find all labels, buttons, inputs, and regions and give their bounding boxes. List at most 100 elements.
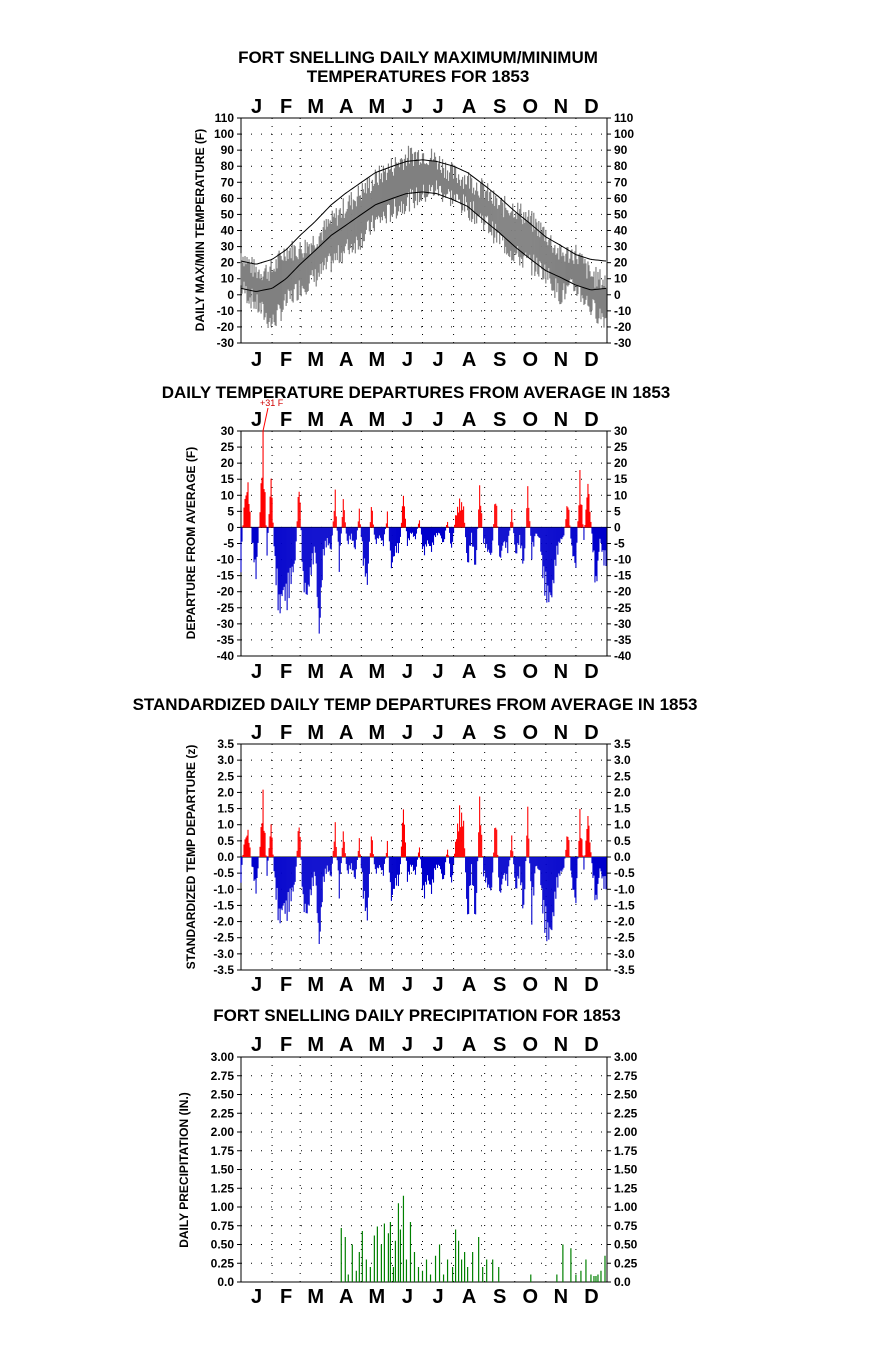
y-tick-label-right: -2.5: [614, 931, 635, 945]
month-label-bottom: M: [369, 974, 386, 996]
y-tick-label-left: 10: [221, 272, 235, 286]
month-label-top: N: [554, 1034, 568, 1056]
y-tick-label-right: 1.5: [614, 802, 631, 816]
annotation-label: +31 F: [260, 398, 284, 408]
y-tick-label-right: 0: [614, 520, 621, 534]
month-label-top: A: [462, 409, 476, 431]
y-tick-label-left: 50: [221, 207, 235, 221]
month-label-bottom: A: [339, 1286, 353, 1308]
month-label-top: A: [462, 722, 476, 744]
y-tick-label-left: 0.0: [217, 1275, 234, 1289]
y-tick-label-left: 25: [221, 440, 235, 454]
month-label-bottom: A: [462, 974, 476, 996]
y-tick-label-right: 40: [614, 224, 628, 238]
month-label-bottom: F: [280, 349, 292, 371]
y-tick-label-left: -3.5: [213, 963, 234, 977]
month-label-top: A: [339, 722, 353, 744]
plot-area-standardized: 3.5 3.5 3.0 3.0 2.5 2.5 2.0 2.0 1.5 1.5 1.0 1.0 0.5 0…: [213, 722, 635, 996]
month-label-bottom: J: [432, 1286, 443, 1308]
y-tick-label-left: 0: [227, 520, 234, 534]
y-tick-label-right: 3.5: [614, 737, 631, 751]
y-tick-label-right: 2.75: [614, 1069, 638, 1083]
y-tick-label-left: -2.5: [213, 931, 234, 945]
month-label-top: J: [402, 722, 413, 744]
y-tick-label-left: 2.50: [211, 1088, 235, 1102]
month-label-top: N: [554, 96, 568, 118]
y-tick-label-left: 0.75: [211, 1219, 235, 1233]
month-label-top: F: [280, 409, 292, 431]
y-tick-label-left: 2.0: [217, 785, 234, 799]
panel-standardized-departures: STANDARDIZED DAILY TEMP DEPARTURES FROM …: [133, 695, 698, 996]
y-tick-label-right: 1.50: [614, 1163, 638, 1177]
month-label-top: F: [280, 1034, 292, 1056]
y-tick-label-right: 30: [614, 424, 628, 438]
month-label-bottom: A: [462, 1286, 476, 1308]
month-label-top: M: [369, 722, 386, 744]
plot-area-precipitation: 3.00 3.00 2.75 2.75 2.50 2.50 2.25 2.25 2.00 2.00…: [211, 1034, 638, 1308]
y-tick-label-right: 5: [614, 504, 621, 518]
month-label-bottom: M: [307, 661, 324, 683]
y-tick-label-right: 0.50: [614, 1238, 638, 1252]
y-tick-label-right: 30: [614, 240, 628, 254]
y-tick-label-left: -3.0: [213, 947, 234, 961]
month-label-top: D: [584, 409, 598, 431]
y-tick-label-right: 1.00: [614, 1200, 638, 1214]
y-tick-label-right: -20: [614, 320, 632, 334]
month-label-top: O: [523, 96, 539, 118]
panel-max-min-temperature: FORT SNELLING DAILY MAXIMUM/MINIMUM TEMP…: [193, 48, 634, 371]
y-tick-label-right: 0.0: [614, 1275, 631, 1289]
y-tick-label-right: 3.00: [614, 1050, 638, 1064]
month-label-top: J: [251, 409, 262, 431]
y-tick-label-left: 90: [221, 143, 235, 157]
chart-title: FORT SNELLING DAILY PRECIPITATION FOR 18…: [213, 1006, 620, 1025]
y-tick-label-right: 0.75: [614, 1219, 638, 1233]
plot-frame: [240, 1056, 608, 1283]
y-tick-label-left: -30: [217, 617, 235, 631]
y-tick-label-right: 2.00: [614, 1125, 638, 1139]
panel-temperature-departures: DAILY TEMPERATURE DEPARTURES FROM AVERAG…: [162, 383, 671, 683]
month-label-bottom: D: [584, 974, 598, 996]
y-tick-label-left: -1.0: [213, 882, 234, 896]
month-label-top: M: [369, 1034, 386, 1056]
y-tick-label-right: -3.0: [614, 947, 635, 961]
y-tick-label-right: -2.0: [614, 915, 635, 929]
month-label-top: M: [307, 96, 324, 118]
month-label-bottom: J: [402, 974, 413, 996]
month-label-top: J: [402, 409, 413, 431]
month-label-bottom: N: [554, 974, 568, 996]
y-axis-label: DAILY MAX/MIN TEMPERATURE (F): [193, 129, 207, 331]
month-label-bottom: J: [402, 349, 413, 371]
y-tick-label-right: -1.0: [614, 882, 635, 896]
month-label-bottom: J: [251, 661, 262, 683]
y-tick-label-right: 10: [614, 488, 628, 502]
chart-title: STANDARDIZED DAILY TEMP DEPARTURES FROM …: [133, 695, 698, 714]
y-tick-label-right: 1.0: [614, 818, 631, 832]
y-tick-label-left: 70: [221, 175, 235, 189]
y-tick-label-left: -20: [217, 320, 235, 334]
y-tick-label-left: 2.25: [211, 1106, 235, 1120]
y-tick-label-right: -1.5: [614, 898, 635, 912]
month-label-bottom: A: [339, 349, 353, 371]
month-label-top: S: [493, 96, 506, 118]
month-label-top: A: [462, 96, 476, 118]
month-label-bottom: O: [523, 349, 539, 371]
y-tick-label-left: 3.5: [217, 737, 234, 751]
month-label-bottom: J: [251, 974, 262, 996]
month-label-bottom: D: [584, 661, 598, 683]
y-tick-label-left: 20: [221, 256, 235, 270]
y-tick-label-left: 0.25: [211, 1256, 235, 1270]
normal-min-line: [240, 191, 607, 292]
y-axis-label: STANDARDIZED TEMP DEPARTURE (z): [184, 745, 198, 970]
month-label-top: J: [251, 722, 262, 744]
y-tick-label-right: 10: [614, 272, 628, 286]
month-label-bottom: J: [251, 1286, 262, 1308]
panel-precipitation: FORT SNELLING DAILY PRECIPITATION FOR 18…: [177, 1006, 638, 1308]
y-tick-label-right: 50: [614, 207, 628, 221]
y-tick-label-right: 0.25: [614, 1256, 638, 1270]
y-tick-label-left: 110: [215, 111, 235, 125]
y-tick-label-left: 0: [227, 288, 234, 302]
y-tick-label-right: -30: [614, 617, 632, 631]
month-label-bottom: D: [584, 349, 598, 371]
y-tick-label-left: 20: [221, 456, 235, 470]
month-label-top: A: [339, 409, 353, 431]
